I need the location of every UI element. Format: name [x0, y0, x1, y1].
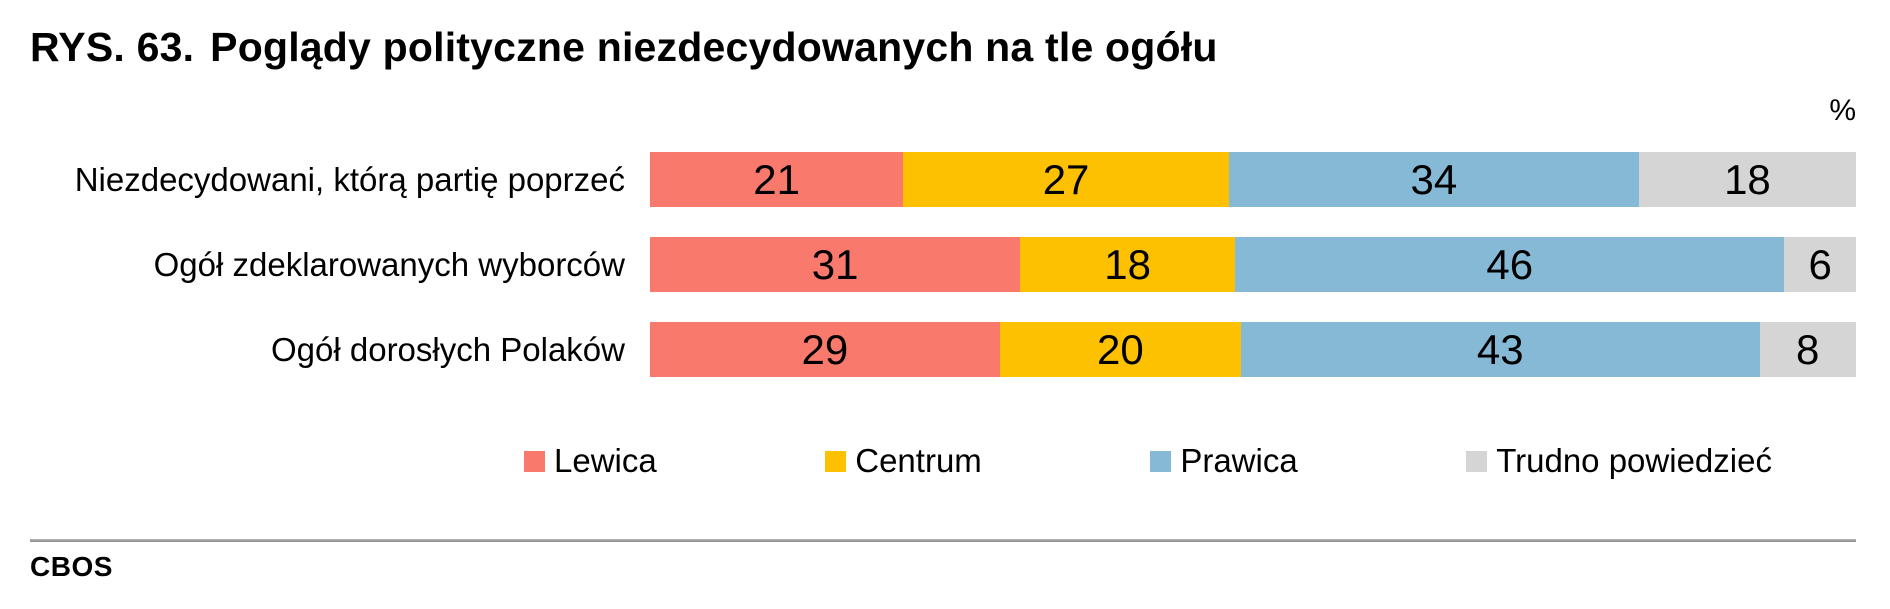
segment-value: 34 [1410, 155, 1458, 203]
legend-swatch-icon [1466, 450, 1488, 472]
legend-item-lewica: Lewica [524, 442, 657, 480]
segment-value: 31 [811, 240, 859, 288]
bar-segment-trudno-powiedziec: 8 [1759, 322, 1856, 377]
footer-divider [30, 539, 1856, 542]
bar-segment-prawica: 46 [1235, 237, 1785, 292]
chart-title: RYS. 63. Poglądy polityczne niezdecydowa… [30, 24, 1218, 71]
legend-label: Prawica [1180, 442, 1298, 479]
row-label: Niezdecydowani, którą partię poprzeć [74, 160, 625, 198]
legend-swatch-icon [1150, 450, 1172, 472]
segment-value: 21 [753, 155, 800, 203]
segment-value: 43 [1476, 325, 1524, 373]
segment-value: 18 [1724, 155, 1771, 203]
legend-swatch-icon [524, 450, 545, 472]
bar-segment-trudno-powiedziec: 18 [1638, 152, 1856, 207]
segment-value: 8 [1796, 325, 1820, 373]
segment-value: 46 [1486, 240, 1534, 288]
bar-segment-trudno-powiedziec: 6 [1784, 237, 1856, 292]
legend-swatch-icon [825, 450, 847, 472]
bar-track: 29 20 43 8 [650, 322, 1856, 377]
legend-label: Lewica [554, 442, 657, 479]
segment-value: 20 [1096, 325, 1144, 373]
segment-value: 18 [1104, 240, 1151, 288]
chart-row: Niezdecydowani, którą partię poprzeć 21 27… [0, 152, 1890, 207]
bar-segment-prawica: 43 [1240, 322, 1760, 377]
chart-row: Ogół zdeklarowanych wyborców 31 18 46 6 [0, 237, 1890, 292]
row-label: Ogół dorosłych Polaków [270, 330, 625, 368]
legend-label: Trudno powiedzieć [1496, 442, 1772, 479]
segment-value: 6 [1808, 240, 1832, 288]
chart-legend: Lewica Centrum Prawica Trudno powiedzieć [524, 442, 1772, 480]
stacked-bar-chart: Niezdecydowani, którą partię poprzeć 21 27… [0, 152, 1890, 407]
segment-value: 27 [1042, 155, 1090, 203]
bar-segment-centrum: 27 [903, 152, 1229, 207]
bar-segment-lewica: 29 [650, 322, 1000, 377]
bar-segment-lewica: 31 [650, 237, 1021, 292]
chart-row: Ogół dorosłych Polaków 29 20 43 8 [0, 322, 1890, 377]
figure-number: RYS. 63. [30, 24, 195, 70]
legend-label: Centrum [855, 442, 982, 479]
cbos-logo: CBOS [30, 551, 113, 582]
bar-segment-centrum: 18 [1020, 237, 1236, 292]
bar-segment-lewica: 21 [650, 152, 904, 207]
legend-item-centrum: Centrum [825, 442, 982, 480]
segment-value: 29 [801, 325, 849, 373]
legend-item-prawica: Prawica [1150, 442, 1298, 480]
legend-item-trudno-powiedziec: Trudno powiedzieć [1466, 442, 1772, 480]
percent-unit-label: % [1829, 94, 1856, 127]
bar-track: 21 27 34 18 [650, 152, 1856, 207]
row-label: Ogół zdeklarowanych wyborców [153, 245, 625, 283]
title-text: Poglądy polityczne niezdecydowanych na t… [210, 24, 1218, 70]
bar-segment-prawica: 34 [1228, 152, 1639, 207]
bar-track: 31 18 46 6 [650, 237, 1856, 292]
bar-segment-centrum: 20 [999, 322, 1241, 377]
